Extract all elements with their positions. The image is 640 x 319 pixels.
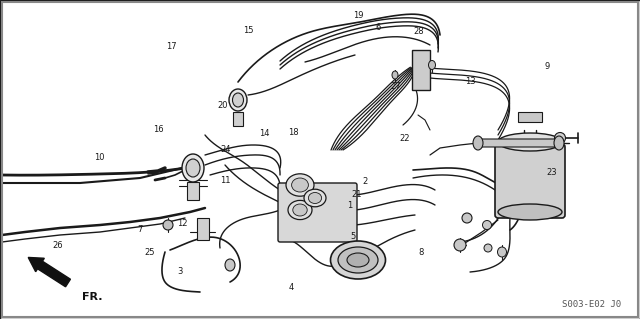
Text: 3: 3 — [178, 267, 183, 276]
Text: 11: 11 — [220, 176, 230, 185]
Text: 14: 14 — [259, 130, 269, 138]
Ellipse shape — [554, 132, 566, 144]
FancyArrow shape — [28, 257, 70, 287]
Ellipse shape — [498, 133, 562, 151]
Text: 8: 8 — [419, 248, 424, 256]
Ellipse shape — [225, 259, 235, 271]
Text: 7: 7 — [137, 225, 142, 234]
FancyBboxPatch shape — [478, 139, 555, 147]
Ellipse shape — [473, 136, 483, 150]
Ellipse shape — [304, 189, 326, 207]
Text: S003-E02 J0: S003-E02 J0 — [562, 300, 621, 309]
Bar — [187, 182, 199, 200]
Ellipse shape — [182, 154, 204, 182]
Ellipse shape — [229, 89, 247, 111]
Text: 17: 17 — [166, 42, 177, 51]
Ellipse shape — [163, 220, 173, 230]
Ellipse shape — [497, 247, 506, 257]
Ellipse shape — [454, 239, 466, 251]
Text: FR.: FR. — [82, 292, 102, 302]
Ellipse shape — [186, 159, 200, 177]
Text: 2: 2 — [362, 177, 367, 186]
Text: 28: 28 — [414, 27, 424, 36]
Text: 5: 5 — [351, 232, 356, 241]
Ellipse shape — [232, 93, 243, 107]
Text: 13: 13 — [465, 77, 476, 86]
Ellipse shape — [498, 204, 562, 220]
FancyBboxPatch shape — [278, 183, 357, 242]
FancyBboxPatch shape — [495, 144, 565, 218]
Text: 25: 25 — [145, 248, 155, 256]
Text: 23: 23 — [547, 168, 557, 177]
Text: 4: 4 — [289, 283, 294, 292]
Text: 26: 26 — [52, 241, 63, 250]
Ellipse shape — [288, 200, 312, 219]
Text: 12: 12 — [177, 219, 188, 228]
Ellipse shape — [429, 61, 435, 70]
Text: 6: 6 — [375, 23, 380, 32]
Text: 18: 18 — [288, 128, 298, 137]
Bar — [197, 218, 209, 240]
Ellipse shape — [484, 244, 492, 252]
Ellipse shape — [347, 253, 369, 267]
Text: 27: 27 — [390, 82, 401, 91]
Ellipse shape — [292, 178, 308, 192]
Ellipse shape — [338, 247, 378, 273]
Text: 22: 22 — [399, 134, 410, 143]
Text: 24: 24 — [220, 145, 230, 154]
Text: 1: 1 — [348, 201, 353, 210]
Ellipse shape — [462, 213, 472, 223]
Ellipse shape — [330, 241, 385, 279]
Text: 9: 9 — [545, 63, 550, 71]
Text: 15: 15 — [243, 26, 253, 35]
Ellipse shape — [554, 136, 564, 150]
Ellipse shape — [308, 192, 322, 204]
Text: 21: 21 — [352, 190, 362, 199]
Ellipse shape — [392, 71, 398, 79]
Text: 20: 20 — [218, 101, 228, 110]
Ellipse shape — [483, 220, 492, 229]
Ellipse shape — [293, 204, 307, 216]
Text: 16: 16 — [154, 125, 164, 134]
Bar — [233, 112, 243, 126]
Text: 10: 10 — [94, 153, 104, 162]
Bar — [518, 112, 542, 122]
Ellipse shape — [286, 174, 314, 196]
Text: 19: 19 — [353, 11, 364, 20]
FancyBboxPatch shape — [412, 50, 430, 90]
